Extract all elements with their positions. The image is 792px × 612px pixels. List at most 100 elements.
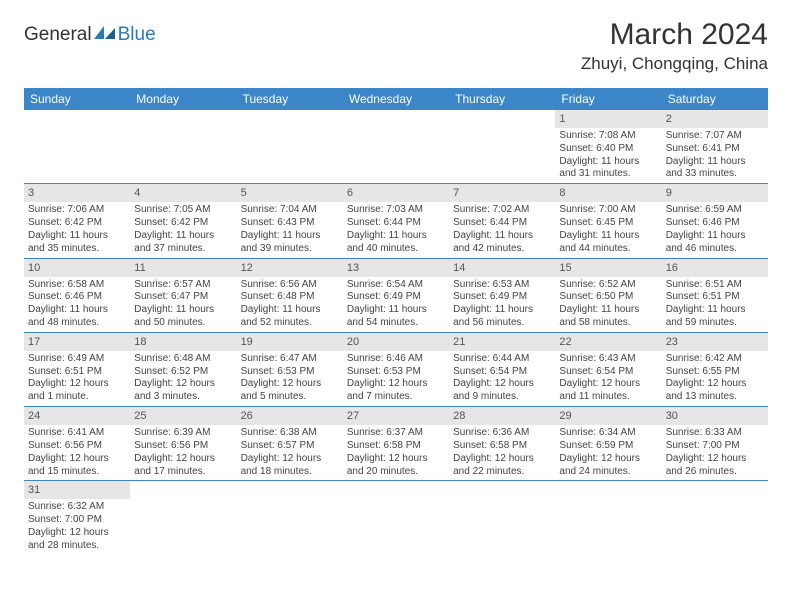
calendar-cell: 24Sunrise: 6:41 AMSunset: 6:56 PMDayligh… bbox=[24, 407, 130, 481]
sunrise-text: Sunrise: 6:53 AM bbox=[453, 279, 551, 292]
daylight-text: Daylight: 12 hours bbox=[559, 453, 657, 466]
calendar-cell: 30Sunrise: 6:33 AMSunset: 7:00 PMDayligh… bbox=[662, 407, 768, 481]
sunrise-text: Sunrise: 6:43 AM bbox=[559, 353, 657, 366]
calendar-cell: 21Sunrise: 6:44 AMSunset: 6:54 PMDayligh… bbox=[449, 332, 555, 406]
sunset-text: Sunset: 6:51 PM bbox=[28, 366, 126, 379]
calendar-cell: 14Sunrise: 6:53 AMSunset: 6:49 PMDayligh… bbox=[449, 258, 555, 332]
sunset-text: Sunset: 6:58 PM bbox=[347, 440, 445, 453]
calendar-cell: 23Sunrise: 6:42 AMSunset: 6:55 PMDayligh… bbox=[662, 332, 768, 406]
sunrise-text: Sunrise: 7:04 AM bbox=[241, 204, 339, 217]
sunset-text: Sunset: 6:58 PM bbox=[453, 440, 551, 453]
day-number bbox=[343, 481, 449, 485]
sunrise-text: Sunrise: 6:51 AM bbox=[666, 279, 764, 292]
day-number: 29 bbox=[555, 407, 661, 425]
calendar-cell bbox=[343, 481, 449, 555]
calendar-cell: 1Sunrise: 7:08 AMSunset: 6:40 PMDaylight… bbox=[555, 110, 661, 184]
calendar-cell bbox=[130, 110, 236, 184]
sunset-text: Sunset: 6:48 PM bbox=[241, 291, 339, 304]
daylight-text: Daylight: 12 hours bbox=[559, 378, 657, 391]
daylight-text: and 33 minutes. bbox=[666, 168, 764, 181]
daylight-text: and 59 minutes. bbox=[666, 317, 764, 330]
calendar-body: 1Sunrise: 7:08 AMSunset: 6:40 PMDaylight… bbox=[24, 110, 768, 555]
calendar-cell: 4Sunrise: 7:05 AMSunset: 6:42 PMDaylight… bbox=[130, 184, 236, 258]
sunset-text: Sunset: 6:46 PM bbox=[28, 291, 126, 304]
daylight-text: Daylight: 12 hours bbox=[241, 378, 339, 391]
month-title: March 2024 bbox=[581, 18, 768, 52]
daylight-text: Daylight: 11 hours bbox=[347, 230, 445, 243]
daylight-text: and 40 minutes. bbox=[347, 243, 445, 256]
day-number: 10 bbox=[24, 259, 130, 277]
calendar-cell: 18Sunrise: 6:48 AMSunset: 6:52 PMDayligh… bbox=[130, 332, 236, 406]
day-number: 4 bbox=[130, 184, 236, 202]
day-number: 14 bbox=[449, 259, 555, 277]
day-header: Sunday bbox=[24, 88, 130, 110]
calendar-table: Sunday Monday Tuesday Wednesday Thursday… bbox=[24, 88, 768, 555]
daylight-text: and 26 minutes. bbox=[666, 466, 764, 479]
daylight-text: and 28 minutes. bbox=[28, 540, 126, 553]
location: Zhuyi, Chongqing, China bbox=[581, 54, 768, 74]
sunset-text: Sunset: 6:42 PM bbox=[28, 217, 126, 230]
day-number: 22 bbox=[555, 333, 661, 351]
sunset-text: Sunset: 6:53 PM bbox=[347, 366, 445, 379]
day-number bbox=[237, 110, 343, 114]
daylight-text: Daylight: 12 hours bbox=[453, 453, 551, 466]
calendar-cell: 28Sunrise: 6:36 AMSunset: 6:58 PMDayligh… bbox=[449, 407, 555, 481]
daylight-text: and 1 minute. bbox=[28, 391, 126, 404]
daylight-text: and 20 minutes. bbox=[347, 466, 445, 479]
calendar-cell: 11Sunrise: 6:57 AMSunset: 6:47 PMDayligh… bbox=[130, 258, 236, 332]
calendar-cell: 31Sunrise: 6:32 AMSunset: 7:00 PMDayligh… bbox=[24, 481, 130, 555]
calendar-row: 1Sunrise: 7:08 AMSunset: 6:40 PMDaylight… bbox=[24, 110, 768, 184]
daylight-text: and 48 minutes. bbox=[28, 317, 126, 330]
sunset-text: Sunset: 6:55 PM bbox=[666, 366, 764, 379]
daylight-text: and 44 minutes. bbox=[559, 243, 657, 256]
sunset-text: Sunset: 6:47 PM bbox=[134, 291, 232, 304]
day-number: 17 bbox=[24, 333, 130, 351]
daylight-text: and 5 minutes. bbox=[241, 391, 339, 404]
sunset-text: Sunset: 6:54 PM bbox=[559, 366, 657, 379]
daylight-text: and 9 minutes. bbox=[453, 391, 551, 404]
day-number: 5 bbox=[237, 184, 343, 202]
day-header: Tuesday bbox=[237, 88, 343, 110]
day-number: 11 bbox=[130, 259, 236, 277]
calendar-cell bbox=[343, 110, 449, 184]
daylight-text: Daylight: 11 hours bbox=[559, 230, 657, 243]
calendar-cell: 29Sunrise: 6:34 AMSunset: 6:59 PMDayligh… bbox=[555, 407, 661, 481]
daylight-text: and 22 minutes. bbox=[453, 466, 551, 479]
daylight-text: and 31 minutes. bbox=[559, 168, 657, 181]
calendar-cell: 17Sunrise: 6:49 AMSunset: 6:51 PMDayligh… bbox=[24, 332, 130, 406]
daylight-text: Daylight: 12 hours bbox=[347, 453, 445, 466]
sunset-text: Sunset: 7:00 PM bbox=[28, 514, 126, 527]
daylight-text: Daylight: 11 hours bbox=[453, 230, 551, 243]
day-number bbox=[130, 110, 236, 114]
sunrise-text: Sunrise: 6:33 AM bbox=[666, 427, 764, 440]
day-number: 31 bbox=[24, 481, 130, 499]
calendar-row: 24Sunrise: 6:41 AMSunset: 6:56 PMDayligh… bbox=[24, 407, 768, 481]
daylight-text: Daylight: 11 hours bbox=[134, 304, 232, 317]
daylight-text: and 50 minutes. bbox=[134, 317, 232, 330]
calendar-row: 31Sunrise: 6:32 AMSunset: 7:00 PMDayligh… bbox=[24, 481, 768, 555]
daylight-text: and 13 minutes. bbox=[666, 391, 764, 404]
day-number: 21 bbox=[449, 333, 555, 351]
day-number: 25 bbox=[130, 407, 236, 425]
daylight-text: and 39 minutes. bbox=[241, 243, 339, 256]
calendar-cell: 26Sunrise: 6:38 AMSunset: 6:57 PMDayligh… bbox=[237, 407, 343, 481]
sunset-text: Sunset: 6:40 PM bbox=[559, 143, 657, 156]
daylight-text: and 3 minutes. bbox=[134, 391, 232, 404]
day-number: 16 bbox=[662, 259, 768, 277]
day-number bbox=[24, 110, 130, 114]
daylight-text: Daylight: 11 hours bbox=[666, 156, 764, 169]
day-number: 8 bbox=[555, 184, 661, 202]
daylight-text: Daylight: 11 hours bbox=[134, 230, 232, 243]
calendar-cell bbox=[555, 481, 661, 555]
sunrise-text: Sunrise: 6:52 AM bbox=[559, 279, 657, 292]
sunset-text: Sunset: 7:00 PM bbox=[666, 440, 764, 453]
logo: General Blue bbox=[24, 24, 156, 46]
calendar-cell: 16Sunrise: 6:51 AMSunset: 6:51 PMDayligh… bbox=[662, 258, 768, 332]
sunset-text: Sunset: 6:46 PM bbox=[666, 217, 764, 230]
daylight-text: Daylight: 12 hours bbox=[666, 378, 764, 391]
calendar-cell: 19Sunrise: 6:47 AMSunset: 6:53 PMDayligh… bbox=[237, 332, 343, 406]
sunrise-text: Sunrise: 7:03 AM bbox=[347, 204, 445, 217]
day-number bbox=[449, 110, 555, 114]
day-number bbox=[555, 481, 661, 485]
sunset-text: Sunset: 6:41 PM bbox=[666, 143, 764, 156]
